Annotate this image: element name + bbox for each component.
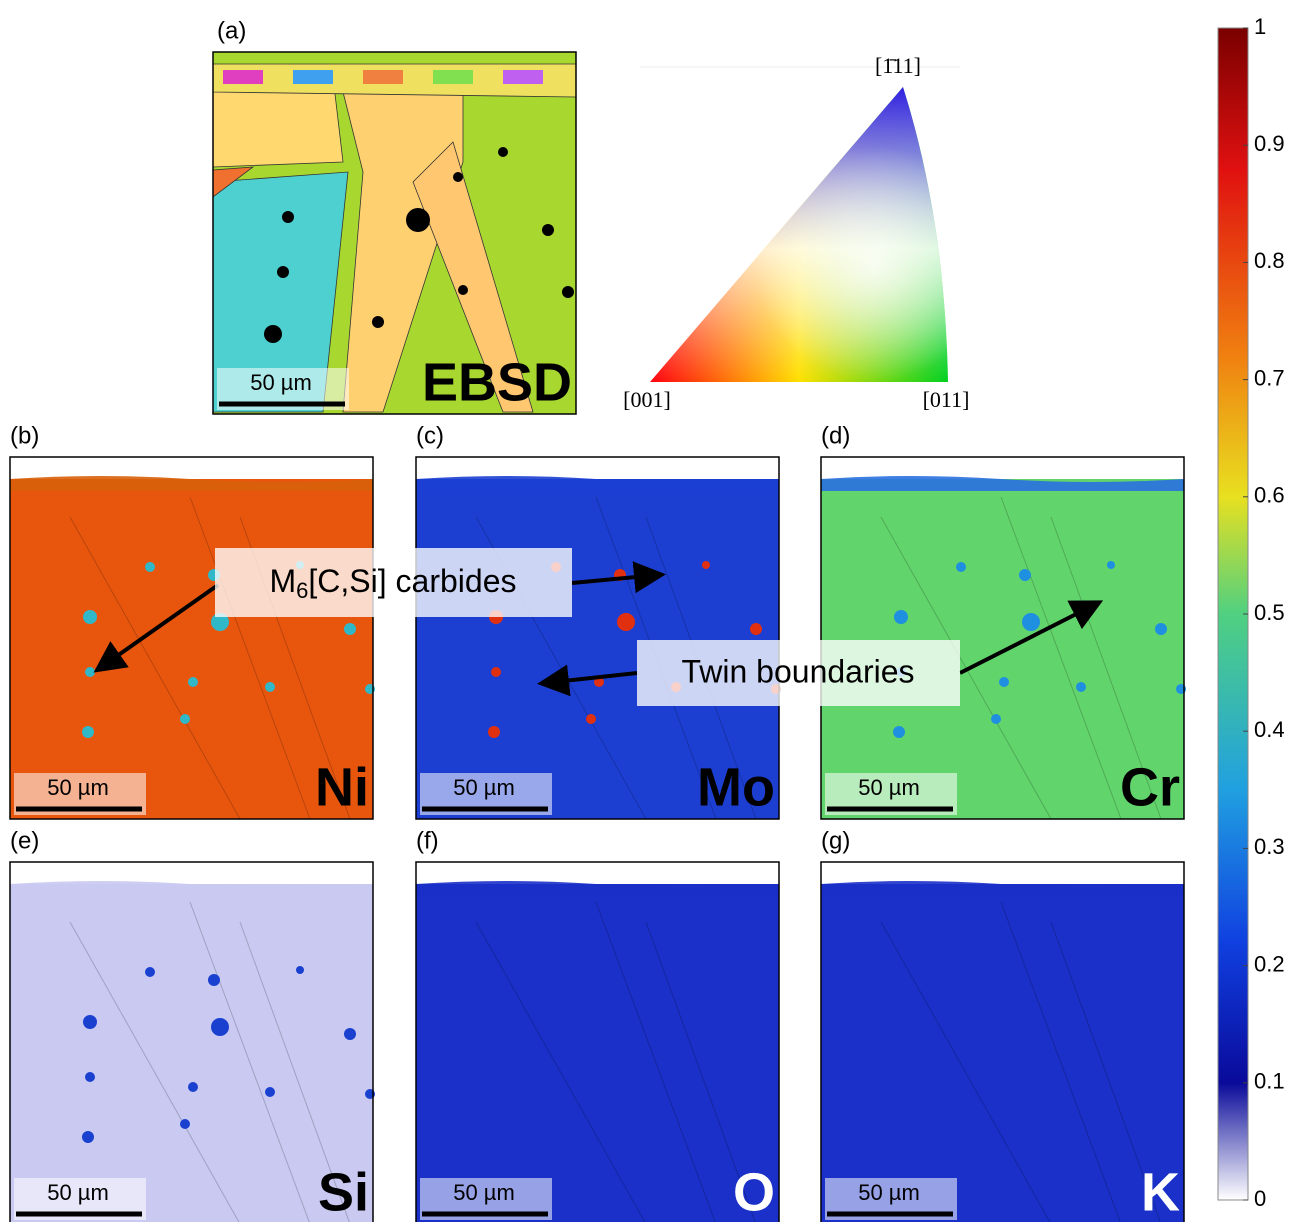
panel-label: (d) — [821, 422, 850, 449]
carbide — [999, 677, 1009, 687]
grain — [433, 70, 473, 84]
grain — [293, 70, 333, 84]
pore — [372, 316, 384, 328]
carbide — [617, 613, 635, 631]
ipf-label: [001] — [623, 387, 671, 412]
carbide — [188, 1082, 198, 1092]
map-panel — [416, 862, 779, 1222]
map-top-edge — [416, 862, 779, 884]
carbide — [82, 726, 94, 738]
carbide — [1019, 569, 1031, 581]
carbide — [1076, 682, 1086, 692]
panel-label: (f) — [416, 827, 439, 854]
map-name: Mo — [697, 757, 775, 817]
carbide — [265, 682, 275, 692]
colorbar-tick-label: 1 — [1254, 14, 1266, 39]
map-top-edge — [821, 862, 1184, 884]
carbide — [85, 1072, 95, 1082]
colorbar-tick-label: 0.8 — [1254, 248, 1285, 273]
map-top-edge — [10, 862, 373, 884]
map-panel — [821, 862, 1184, 1222]
colorbar-tick-label: 0.6 — [1254, 483, 1285, 508]
carbide — [488, 726, 500, 738]
scale-bar-label: 50 µm — [453, 775, 515, 800]
map-name: EBSD — [422, 352, 572, 412]
carbide — [991, 714, 1001, 724]
carbide — [208, 974, 220, 986]
figure: [1̄11] [001] [011] (a) 50 µm EBSD (b) 50 µm N… — [0, 0, 1292, 1222]
map-name: Si — [318, 1162, 369, 1222]
colorbar-tick-label: 0.5 — [1254, 600, 1285, 625]
carbide — [265, 1087, 275, 1097]
pore — [453, 172, 463, 182]
carbide — [83, 1015, 97, 1029]
panel-label: (g) — [821, 827, 850, 854]
map-name: O — [733, 1162, 775, 1222]
carbide — [956, 562, 966, 572]
pore — [282, 211, 294, 223]
colorbar-tick-label: 0 — [1254, 1186, 1266, 1211]
scale-bar-label: 50 µm — [250, 370, 312, 395]
carbide — [296, 966, 304, 974]
carbide — [145, 562, 155, 572]
scale-bar-label: 50 µm — [858, 1180, 920, 1205]
map-top-edge — [416, 457, 779, 479]
map-background — [821, 862, 1184, 1222]
ipf-triangle — [640, 67, 960, 382]
carbide — [211, 1018, 229, 1036]
map-top-edge — [10, 457, 373, 479]
panel-label: (c) — [416, 422, 444, 449]
carbide — [702, 561, 710, 569]
colorbar-tick-label: 0.7 — [1254, 365, 1285, 390]
panel-label: (b) — [10, 422, 39, 449]
pore — [498, 147, 508, 157]
pore — [406, 208, 430, 232]
carbide — [491, 667, 501, 677]
carbide — [344, 623, 356, 635]
scale-bar-label: 50 µm — [453, 1180, 515, 1205]
annotation: Twin boundaries — [681, 653, 914, 689]
map-name: Cr — [1120, 757, 1180, 817]
carbide — [750, 623, 762, 635]
carbide — [145, 967, 155, 977]
map-top-edge — [821, 457, 1184, 479]
colorbar-tick-label: 0.3 — [1254, 834, 1285, 859]
carbide — [180, 714, 190, 724]
carbide — [1022, 613, 1040, 631]
colorbar: 0 0.1 0.2 0.3 0.4 0.5 0.6 0.7 0.8 0.9 1 — [1218, 14, 1285, 1211]
colorbar-tick-label: 0.1 — [1254, 1069, 1285, 1094]
pore — [264, 325, 282, 343]
carbide — [188, 677, 198, 687]
ipf-label: [1̄11] — [875, 53, 921, 78]
carbide — [893, 726, 905, 738]
carbide — [85, 667, 95, 677]
scale-bar-label: 50 µm — [47, 775, 109, 800]
grain — [363, 70, 403, 84]
carbide — [586, 714, 596, 724]
panel-label: (a) — [217, 17, 246, 44]
pore — [562, 286, 574, 298]
pore — [458, 285, 468, 295]
pore — [277, 266, 289, 278]
map-name: K — [1141, 1162, 1180, 1222]
map-name: Ni — [315, 757, 369, 817]
ipf-label: [011] — [923, 387, 970, 412]
colorbar-tick-label: 0.2 — [1254, 951, 1285, 976]
panel-label: (e) — [10, 827, 39, 854]
carbide — [1107, 561, 1115, 569]
grain — [503, 70, 543, 84]
scale-bar-label: 50 µm — [47, 1180, 109, 1205]
carbide — [1155, 623, 1167, 635]
carbide — [83, 610, 97, 624]
carbide — [82, 1131, 94, 1143]
scale-bar-label: 50 µm — [858, 775, 920, 800]
carbide — [894, 610, 908, 624]
carbide — [180, 1119, 190, 1129]
pore — [542, 224, 554, 236]
map-background — [416, 862, 779, 1222]
colorbar-tick-label: 0.4 — [1254, 717, 1285, 742]
carbide — [344, 1028, 356, 1040]
grain — [223, 70, 263, 84]
colorbar-tick-label: 0.9 — [1254, 131, 1285, 156]
